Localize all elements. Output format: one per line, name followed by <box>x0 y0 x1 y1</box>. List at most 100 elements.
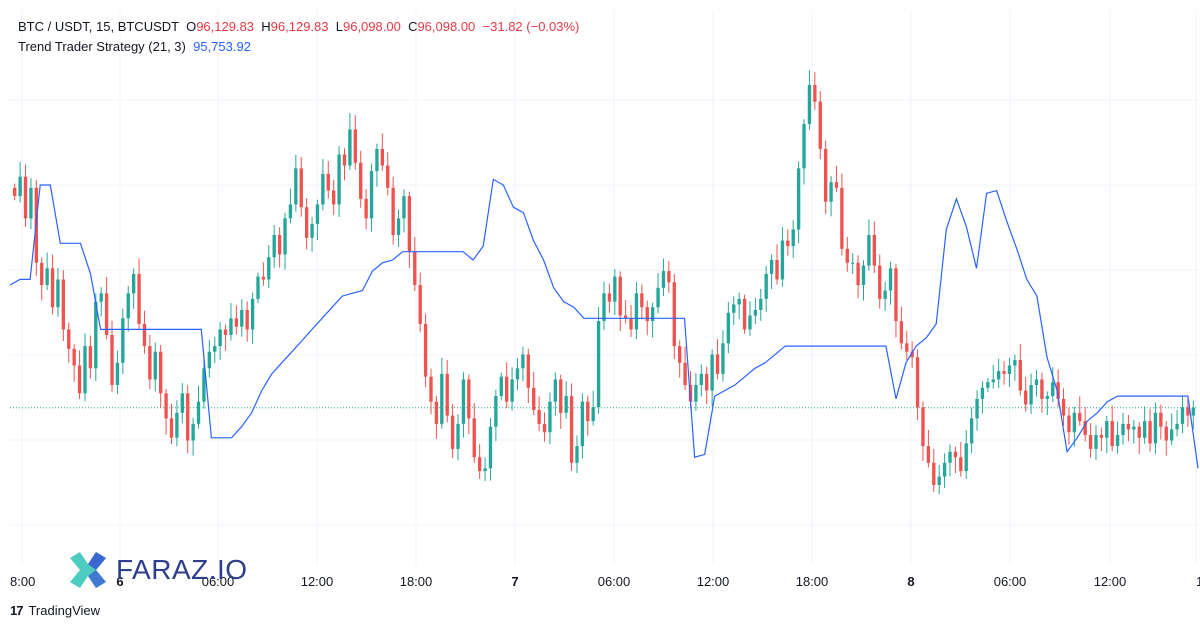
candle-body <box>272 235 276 258</box>
candle-body <box>764 273 768 299</box>
candle-body <box>705 373 709 391</box>
candle-body <box>94 301 98 369</box>
candle-body <box>380 148 385 166</box>
candle-body <box>532 387 536 410</box>
candle-body <box>45 268 49 285</box>
candle-body <box>1013 360 1017 366</box>
candle-body <box>753 310 758 316</box>
candle-body <box>1094 435 1098 449</box>
candle-body <box>607 293 612 302</box>
candle-body <box>1132 426 1136 430</box>
candle-body <box>910 351 914 358</box>
candle-body <box>580 401 585 447</box>
candle-body <box>396 218 401 235</box>
candle-body <box>386 165 390 188</box>
candle-body <box>791 229 795 247</box>
candle-body <box>694 385 698 402</box>
x-tick-label: 12:00 <box>697 574 730 589</box>
candle-body <box>1067 415 1071 433</box>
candle-body <box>613 276 617 302</box>
x-tick-label: 8 <box>907 574 914 589</box>
candle-body <box>218 329 222 347</box>
indicator-value: 95,753.92 <box>193 39 251 54</box>
x-tick-label: 8:00 <box>10 574 35 589</box>
candle-body <box>986 382 990 388</box>
ohlc-row: BTC / USDT, 15, BTCUSDT O96,129.83 H96,1… <box>18 17 579 37</box>
candle-body <box>1045 396 1050 399</box>
candle-body <box>353 129 357 163</box>
x-tick-label: 06:00 <box>202 574 235 589</box>
candle-body <box>618 276 622 316</box>
candle-body <box>245 310 249 330</box>
candle-body <box>61 279 66 330</box>
candle-body <box>142 323 147 347</box>
candle-body <box>191 423 195 441</box>
candle-body <box>721 343 725 374</box>
candle-body <box>526 354 530 388</box>
high-label: H <box>261 19 271 34</box>
candle-body <box>878 265 882 299</box>
candle-body <box>1159 412 1163 427</box>
candle-body <box>726 312 731 344</box>
candle-body <box>223 329 228 335</box>
candle-body <box>672 282 676 347</box>
candle-body <box>472 418 476 458</box>
candle-body <box>196 401 201 424</box>
x-tick-label: 6 <box>116 574 123 589</box>
candle-body <box>769 260 774 274</box>
candle-body <box>23 176 28 219</box>
candle-body <box>240 310 244 327</box>
x-tick-label: 7 <box>511 574 518 589</box>
candle-body <box>894 268 898 322</box>
candle-body <box>640 293 644 308</box>
candle-body <box>283 218 287 255</box>
tradingview-branding[interactable]: 17 TradingView <box>10 603 100 618</box>
candle-body <box>494 396 498 427</box>
high-value: 96,129.83 <box>270 19 329 34</box>
candle-body <box>72 348 76 366</box>
candle-body <box>342 154 347 166</box>
indicator-name[interactable]: Trend Trader Strategy (21, 3) <box>18 39 186 54</box>
candle-body <box>867 235 871 266</box>
candle-body <box>937 476 941 485</box>
candle-body <box>564 396 568 413</box>
candle-body <box>186 393 190 441</box>
candle-body <box>1002 371 1006 374</box>
candle-body <box>1175 423 1179 430</box>
candle-body <box>423 323 428 377</box>
candle-body <box>942 462 947 477</box>
candle-body <box>975 398 979 419</box>
candle-body <box>742 298 747 330</box>
close-label: C <box>408 19 418 34</box>
candle-body <box>110 335 114 385</box>
candle-body <box>553 379 558 402</box>
candle-body <box>959 457 963 472</box>
candle-body <box>1051 382 1055 397</box>
open-label: O <box>186 19 197 34</box>
candle-body <box>575 446 579 463</box>
candle-body <box>656 287 660 308</box>
candle-body <box>294 168 298 205</box>
candle-body <box>818 101 822 149</box>
low-label: L <box>335 19 343 34</box>
candle-body <box>948 451 952 463</box>
candle-body <box>780 240 785 280</box>
candle-body <box>50 268 55 308</box>
candle-body <box>856 262 860 285</box>
candle-body <box>180 393 184 413</box>
candle-body <box>1115 435 1120 447</box>
candle-body <box>1040 379 1044 399</box>
candle-body <box>732 304 736 313</box>
candle-body <box>1137 426 1141 438</box>
symbol-label[interactable]: BTC / USDT, 15, BTCUSDT <box>18 19 179 34</box>
candle-body <box>586 401 590 422</box>
x-tick-label: 06:00 <box>994 574 1027 589</box>
candle-body <box>845 248 849 263</box>
candle-body <box>99 293 103 302</box>
candle-body <box>748 315 752 330</box>
candle-body <box>407 196 412 252</box>
candle-body <box>126 293 130 319</box>
candle-body <box>364 198 368 219</box>
candle-body <box>1099 435 1104 438</box>
